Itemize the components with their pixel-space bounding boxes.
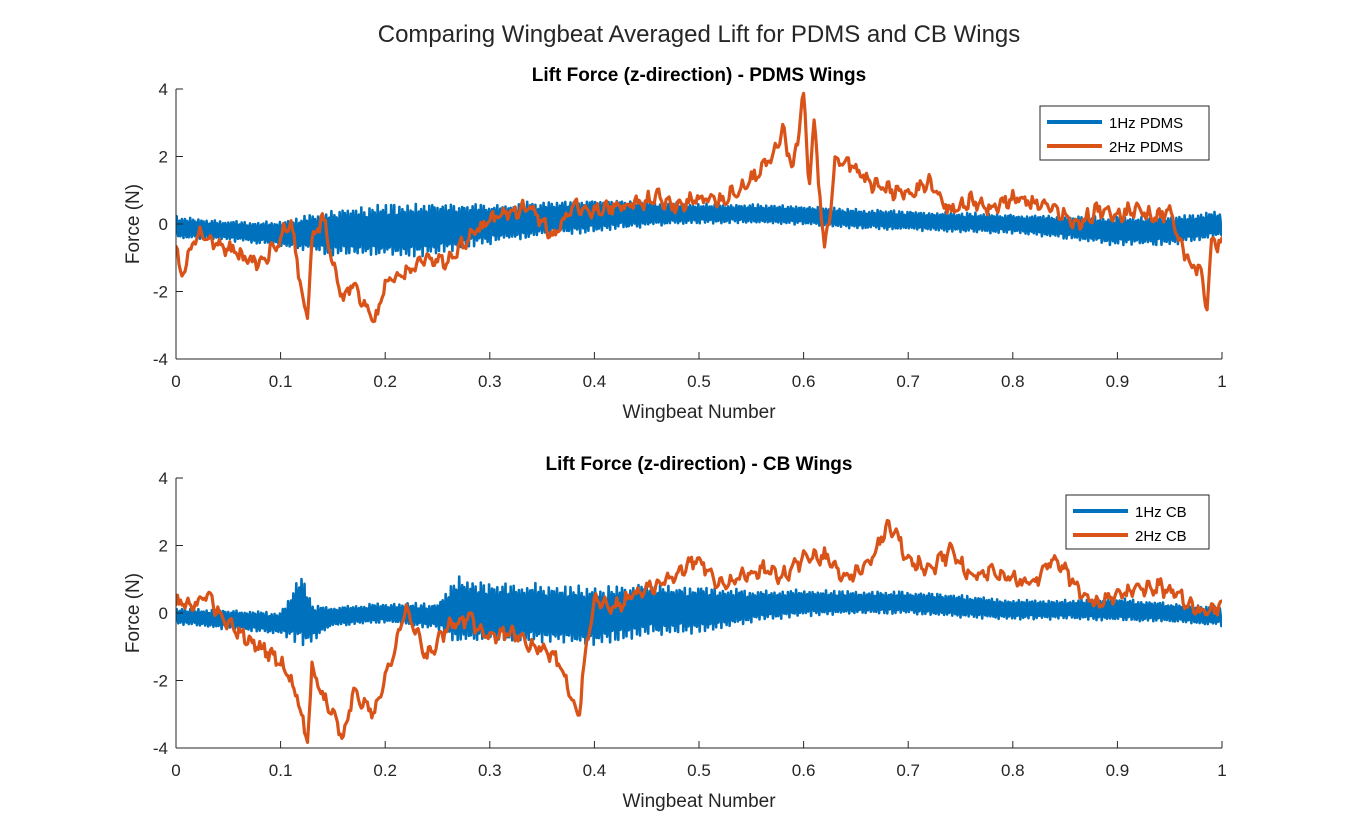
y-tick-label: 2 <box>159 537 168 556</box>
y-tick-label: -4 <box>153 739 168 758</box>
plot-area <box>176 518 1222 744</box>
series-line-1hz <box>176 575 1222 647</box>
y-tick-label: 4 <box>159 80 168 99</box>
x-tick-label: 1 <box>1217 761 1226 780</box>
x-tick-label: 0.4 <box>583 372 607 391</box>
x-tick-label: 0.7 <box>896 761 920 780</box>
legend-label: 1Hz PDMS <box>1109 115 1183 132</box>
y-axis-label: Force (N) <box>123 573 144 653</box>
subplot-title: Lift Force (z-direction) - CB Wings <box>546 454 853 475</box>
x-axis-label: Wingbeat Number <box>622 402 776 423</box>
series-line-2hz <box>176 91 1222 324</box>
series-line-2hz <box>176 518 1222 744</box>
x-tick-label: 0.7 <box>896 372 920 391</box>
x-tick-label: 0.5 <box>687 761 711 780</box>
x-tick-label: 0.5 <box>687 372 711 391</box>
y-tick-label: -4 <box>153 350 168 369</box>
legend-label: 1Hz CB <box>1135 504 1187 521</box>
subplot-pdms: 0 0.1 0.2 0.3 0.4 0.5 0.6 0.7 0.8 0.9 1 -4 -2 0 2 4 Lift… <box>123 65 1227 423</box>
x-tick-label: 0.6 <box>792 372 816 391</box>
legend-box <box>1039 105 1210 161</box>
y-tick-label: 0 <box>159 215 168 234</box>
y-tick-label: 4 <box>159 469 168 488</box>
x-tick-label: 0.1 <box>269 372 293 391</box>
x-tick-label: 0.2 <box>373 372 397 391</box>
x-tick-label: 0 <box>171 761 180 780</box>
subplot-title: Lift Force (z-direction) - PDMS Wings <box>532 65 866 86</box>
y-axis-label: Force (N) <box>123 184 144 264</box>
plot-area <box>176 91 1222 324</box>
y-tick-label: -2 <box>153 672 168 691</box>
x-tick-label: 0.8 <box>1001 761 1025 780</box>
figure-supertitle: Comparing Wingbeat Averaged Lift for PDM… <box>378 21 1021 48</box>
x-tick-label: 0 <box>171 372 180 391</box>
x-tick-label: 0.4 <box>583 761 607 780</box>
series-line-1hz <box>176 199 1222 258</box>
x-tick-label: 0.9 <box>1106 761 1130 780</box>
x-tick-label: 0.8 <box>1001 372 1025 391</box>
x-tick-label: 0.2 <box>373 761 397 780</box>
x-tick-label: 0.3 <box>478 761 502 780</box>
subplot-cb: 0 0.1 0.2 0.3 0.4 0.5 0.6 0.7 0.8 0.9 1 -4 -2 0 2 4 Lift… <box>123 454 1227 812</box>
legend-label: 2Hz PDMS <box>1109 139 1183 156</box>
y-tick-label: -2 <box>153 283 168 302</box>
y-tick-label: 2 <box>159 148 168 167</box>
legend-box <box>1065 494 1210 550</box>
y-tick-label: 0 <box>159 604 168 623</box>
x-tick-label: 0.1 <box>269 761 293 780</box>
x-axis-label: Wingbeat Number <box>622 791 776 812</box>
legend: 1Hz CB 2Hz CB <box>1065 494 1210 550</box>
x-tick-label: 1 <box>1217 372 1226 391</box>
legend: 1Hz PDMS 2Hz PDMS <box>1039 105 1210 161</box>
x-tick-label: 0.9 <box>1106 372 1130 391</box>
x-tick-label: 0.3 <box>478 372 502 391</box>
legend-label: 2Hz CB <box>1135 528 1187 545</box>
x-tick-label: 0.6 <box>792 761 816 780</box>
